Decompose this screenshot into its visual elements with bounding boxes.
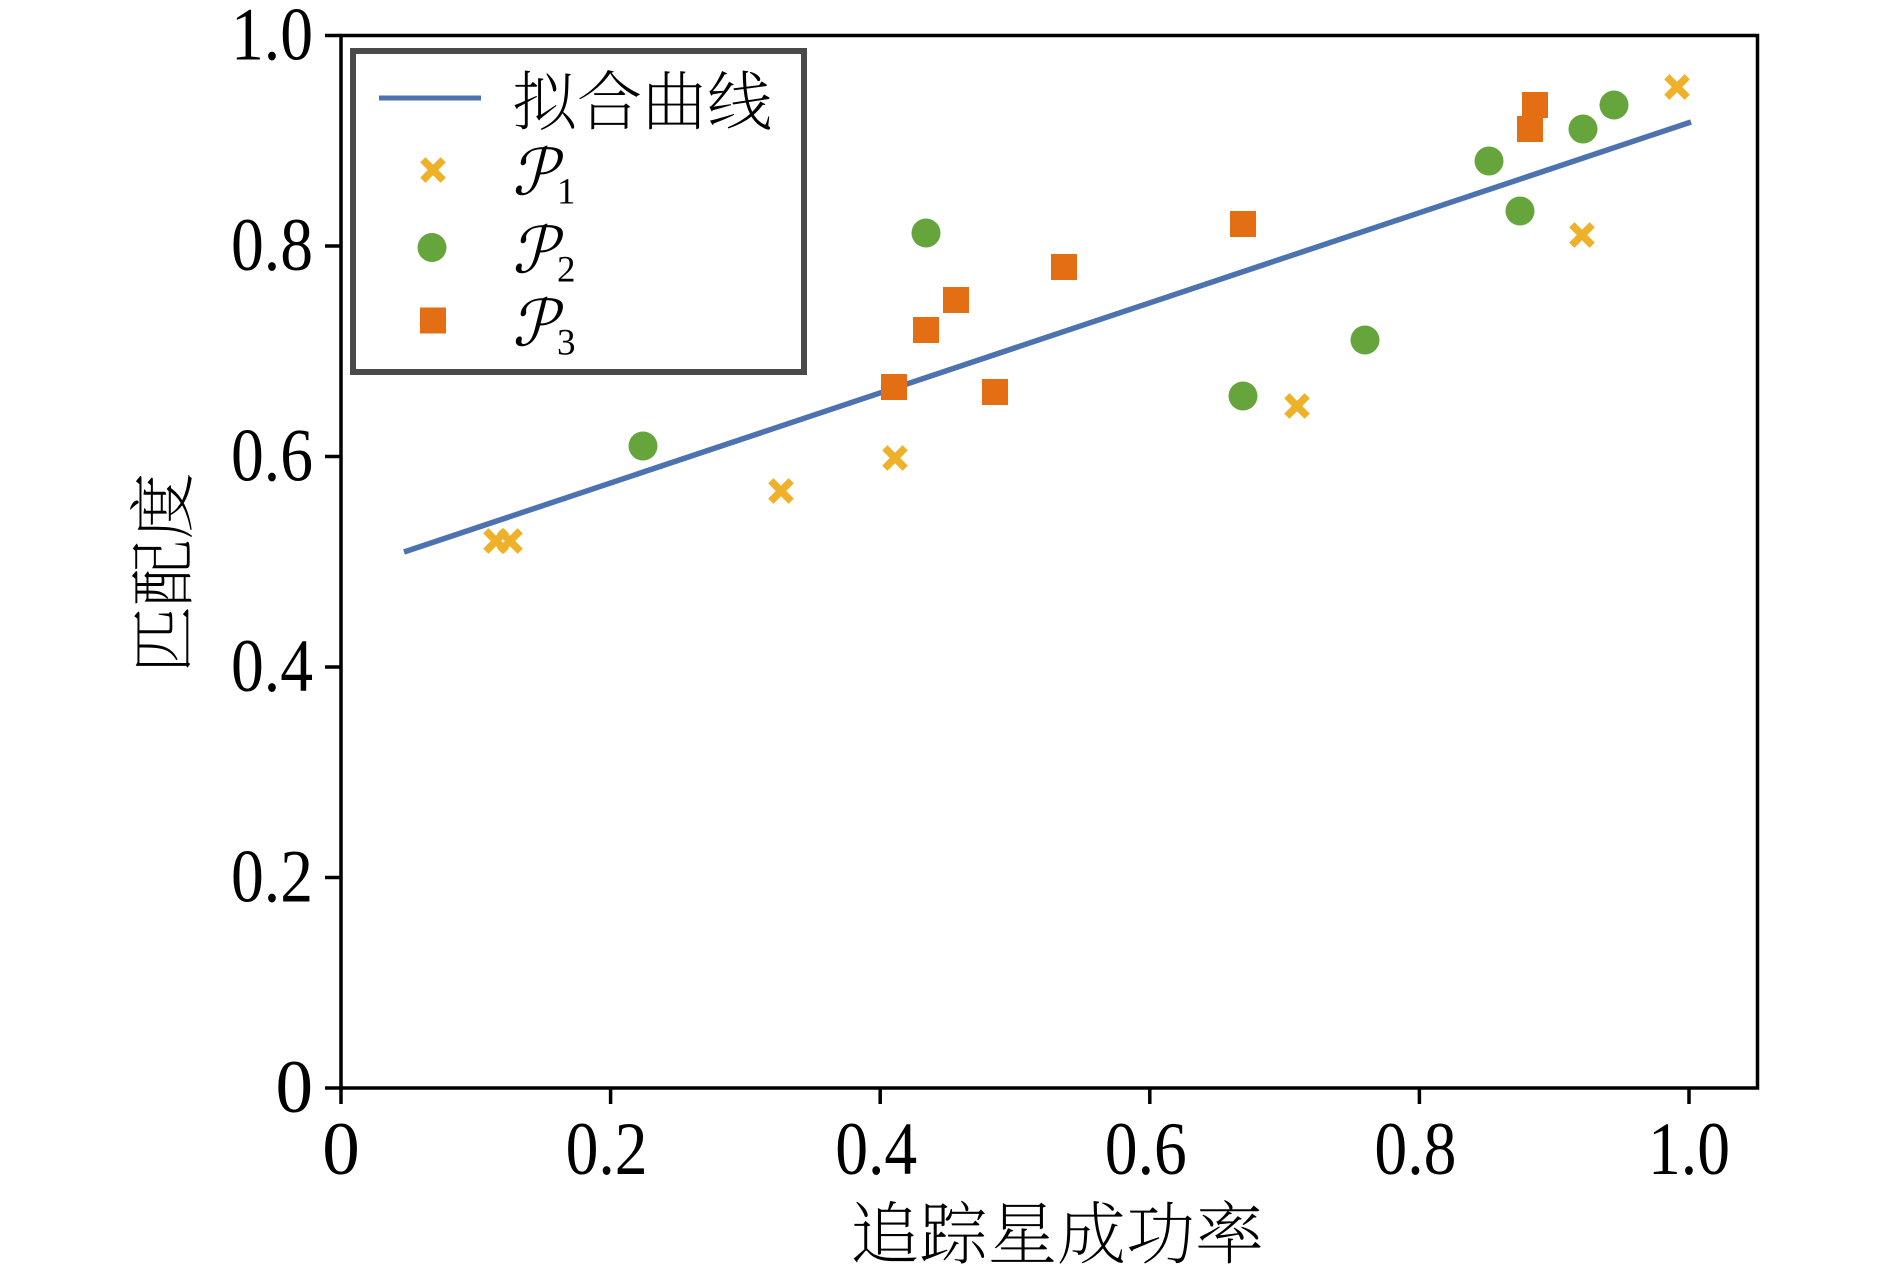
svg-text:0.2: 0.2 [231,836,313,919]
svg-text:0.4: 0.4 [835,1108,917,1191]
svg-text:0: 0 [322,1108,360,1191]
svg-text:0.8: 0.8 [1374,1108,1456,1191]
svg-text:2: 2 [557,250,576,291]
svg-text:0.4: 0.4 [231,625,313,708]
svg-text:0.8: 0.8 [231,204,313,287]
svg-text:0.6: 0.6 [231,415,313,498]
svg-text:1.0: 1.0 [1648,1108,1730,1191]
svg-text:3: 3 [557,323,576,364]
svg-text:1: 1 [557,172,576,213]
svg-text:0.2: 0.2 [566,1108,648,1191]
svg-text:1.0: 1.0 [231,0,313,77]
svg-text:0.6: 0.6 [1105,1108,1187,1191]
svg-text:0: 0 [276,1046,314,1129]
